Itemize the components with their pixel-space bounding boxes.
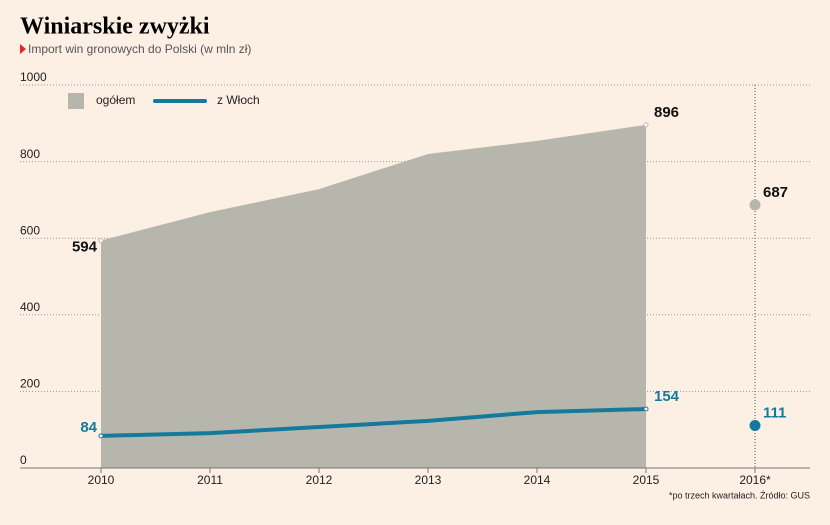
dot [749, 199, 761, 211]
endpoint [643, 406, 649, 412]
x-tick-label: 2011 [197, 473, 223, 487]
data-label: 84 [80, 419, 97, 436]
x-tick-label: 2016* [739, 473, 771, 487]
x-tick-label: 2012 [306, 473, 333, 487]
endpoint [98, 433, 104, 439]
y-tick-label: 400 [20, 300, 40, 314]
footnote: *po trzech kwartałach. Źródło: GUS [669, 490, 810, 500]
chart-title: Winiarskie zwyżki [20, 14, 210, 40]
data-label: 594 [72, 238, 98, 255]
line [100, 407, 647, 438]
y-tick-label: 0 [20, 453, 27, 467]
subtitle-marker [20, 44, 26, 54]
area [101, 124, 646, 468]
x-tick-label: 2013 [415, 473, 442, 487]
dot [749, 419, 761, 431]
y-tick-label: 800 [20, 147, 40, 161]
legend-label: ogółem [96, 93, 135, 107]
y-tick-label: 1000 [20, 70, 47, 84]
legend-label: z Włoch [217, 93, 260, 107]
x-tick-label: 2015 [633, 473, 660, 487]
endpoint [643, 122, 649, 128]
endpoint [98, 237, 104, 243]
x-tick-label: 2014 [524, 473, 551, 487]
y-tick-label: 200 [20, 377, 40, 391]
data-label: 896 [654, 104, 679, 121]
y-tick-label: 600 [20, 223, 40, 237]
chart-subtitle: Import win gronowych do Polski (w mln zł… [28, 42, 251, 56]
data-label: 111 [763, 404, 786, 421]
data-label: 687 [763, 184, 788, 201]
legend-swatch [68, 93, 84, 109]
x-tick-label: 2010 [88, 473, 115, 487]
data-label: 154 [654, 388, 680, 405]
